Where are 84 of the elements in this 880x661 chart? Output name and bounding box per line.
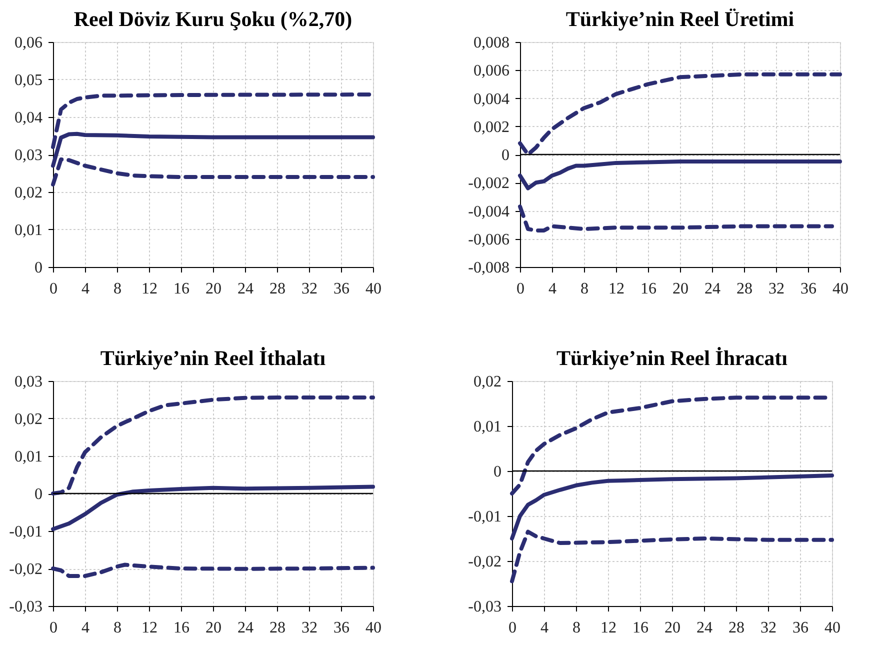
x-tick-label: 4 bbox=[540, 620, 548, 636]
x-tick-label: 12 bbox=[608, 280, 624, 298]
line-series bbox=[518, 160, 842, 190]
x-tick-label: 20 bbox=[672, 280, 688, 298]
y-tick-label: -0,002 bbox=[468, 175, 510, 192]
chart-title: Türkiye’nin Reel Üretimi bbox=[566, 7, 794, 31]
x-tick-label: 28 bbox=[736, 280, 752, 298]
x-tick-label: 36 bbox=[334, 620, 350, 636]
x-tick-label: 16 bbox=[174, 280, 190, 298]
x-tick-label: 32 bbox=[302, 620, 318, 636]
y-tick-label: 0,01 bbox=[14, 448, 42, 466]
x-tick-label: 36 bbox=[334, 280, 350, 298]
y-tick-label: 0,01 bbox=[14, 222, 42, 239]
x-tick-label: 8 bbox=[580, 280, 588, 298]
x-tick-label: 32 bbox=[302, 280, 318, 298]
x-tick-label: 8 bbox=[114, 280, 122, 298]
x-tick-label: 16 bbox=[640, 280, 656, 298]
line-series bbox=[518, 72, 842, 156]
x-tick-label: 24 bbox=[696, 620, 712, 636]
x-tick-label: 24 bbox=[238, 280, 254, 298]
y-tick-label: 0,01 bbox=[474, 418, 502, 436]
x-tick-label: 24 bbox=[704, 280, 720, 298]
y-tick-label: 0,02 bbox=[14, 184, 42, 202]
y-tick-label: 0,03 bbox=[14, 374, 42, 390]
y-tick-label: -0,03 bbox=[468, 598, 502, 616]
y-tick-label: 0,02 bbox=[14, 411, 42, 428]
line-series bbox=[51, 396, 375, 496]
x-tick-label: 20 bbox=[206, 280, 222, 298]
line-series bbox=[510, 474, 834, 540]
y-tick-label: 0,006 bbox=[474, 62, 510, 80]
x-tick-label: 40 bbox=[824, 620, 840, 636]
chart-title: Reel Döviz Kuru Şoku (%2,70) bbox=[74, 7, 352, 31]
x-tick-label: 0 bbox=[50, 620, 58, 636]
line-series bbox=[51, 484, 375, 532]
x-tick-label: 32 bbox=[760, 620, 776, 636]
x-tick-label: 16 bbox=[174, 620, 190, 636]
y-tick-label: -0,01 bbox=[9, 524, 42, 540]
y-tick-label: 0,05 bbox=[14, 72, 42, 89]
y-tick-label: -0,02 bbox=[468, 554, 502, 570]
x-tick-label: 12 bbox=[600, 620, 616, 636]
x-tick-label: 28 bbox=[270, 620, 286, 636]
y-tick-label: 0 bbox=[502, 147, 510, 164]
x-tick-label: 8 bbox=[114, 620, 122, 636]
x-tick-label: 16 bbox=[632, 620, 648, 636]
x-tick-label: 28 bbox=[270, 280, 286, 298]
x-tick-label: 28 bbox=[728, 620, 744, 636]
x-tick-label: 36 bbox=[800, 280, 816, 298]
chart-title: Türkiye’nin Reel İthalatı bbox=[100, 346, 326, 370]
x-tick-label: 4 bbox=[82, 620, 90, 636]
y-tick-label: 0 bbox=[494, 464, 502, 480]
x-tick-label: 12 bbox=[142, 620, 158, 636]
y-tick-label: -0,03 bbox=[9, 598, 42, 616]
y-tick-label: 0,06 bbox=[14, 34, 42, 52]
y-tick-label: -0,006 bbox=[468, 231, 510, 248]
x-tick-label: 4 bbox=[548, 280, 556, 298]
x-tick-label: 40 bbox=[366, 280, 382, 298]
y-tick-label: 0,03 bbox=[14, 147, 42, 164]
y-tick-label: -0,004 bbox=[468, 203, 510, 220]
y-tick-label: 0 bbox=[34, 486, 42, 503]
x-tick-label: 32 bbox=[768, 280, 784, 298]
x-tick-label: 20 bbox=[206, 620, 222, 636]
y-tick-label: 0,02 bbox=[474, 374, 502, 390]
x-tick-label: 40 bbox=[832, 280, 848, 298]
y-tick-label: -0,008 bbox=[468, 260, 510, 276]
x-tick-label: 24 bbox=[238, 620, 254, 636]
x-tick-label: 12 bbox=[142, 280, 158, 298]
x-tick-label: 20 bbox=[664, 620, 680, 636]
x-tick-label: 40 bbox=[366, 620, 382, 636]
line-series bbox=[510, 530, 834, 584]
y-tick-label: 0,004 bbox=[474, 90, 510, 108]
x-tick-label: 0 bbox=[516, 280, 524, 298]
y-tick-label: -0,02 bbox=[9, 561, 42, 578]
chart-title: Türkiye’nin Reel İhracatı bbox=[556, 346, 788, 370]
x-tick-label: 4 bbox=[82, 280, 90, 298]
y-tick-label: 0,04 bbox=[14, 110, 42, 126]
y-tick-label: 0 bbox=[34, 260, 42, 276]
line-series bbox=[51, 562, 375, 578]
line-series bbox=[518, 204, 834, 232]
y-tick-label: 0,002 bbox=[474, 118, 510, 136]
x-tick-label: 8 bbox=[572, 620, 580, 636]
x-tick-label: 0 bbox=[50, 280, 58, 298]
y-tick-label: 0,008 bbox=[474, 34, 510, 52]
x-tick-label: 36 bbox=[792, 620, 808, 636]
y-tick-label: -0,01 bbox=[468, 508, 502, 526]
